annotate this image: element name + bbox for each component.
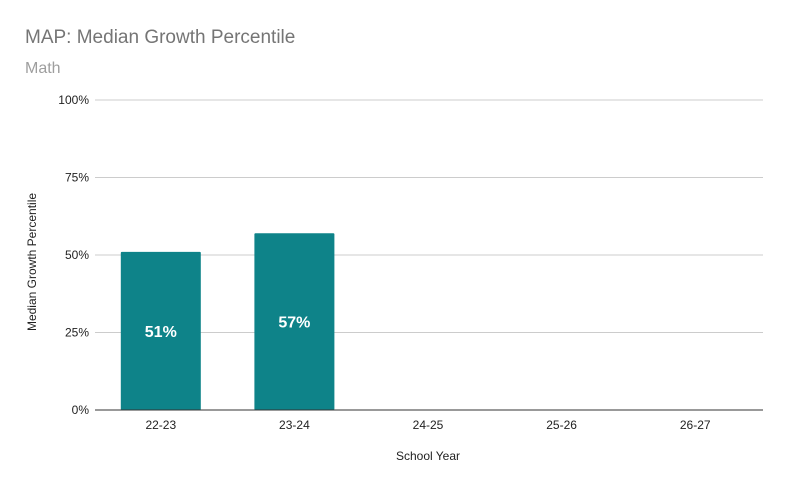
y-axis-ticks: 0% 25% 50% 75% 100%: [58, 93, 89, 417]
data-labels: 51% 57%: [145, 315, 311, 341]
x-axis-label: School Year: [396, 449, 460, 463]
bars: [120, 233, 335, 410]
y-tick-label: 0%: [72, 403, 90, 417]
bar: [120, 251, 201, 410]
bar-data-label: 51%: [145, 324, 177, 341]
y-axis-label: Median Growth Percentile: [25, 193, 39, 331]
x-tick-label: 25-26: [546, 418, 577, 432]
y-tick-label: 100%: [58, 93, 89, 107]
x-tick-label: 23-24: [279, 418, 310, 432]
x-tick-label: 26-27: [680, 418, 711, 432]
y-tick-label: 75%: [65, 171, 89, 185]
chart-subtitle: Math: [25, 60, 61, 77]
x-tick-label: 22-23: [145, 418, 176, 432]
x-axis-ticks: 22-23 23-24 24-25 25-26 26-27: [145, 418, 710, 432]
y-tick-label: 25%: [65, 326, 89, 340]
y-tick-label: 50%: [65, 248, 89, 262]
x-tick-label: 24-25: [413, 418, 444, 432]
chart-title: MAP: Median Growth Percentile: [25, 27, 295, 48]
bar-data-label: 57%: [278, 315, 310, 332]
bar: [254, 233, 335, 410]
